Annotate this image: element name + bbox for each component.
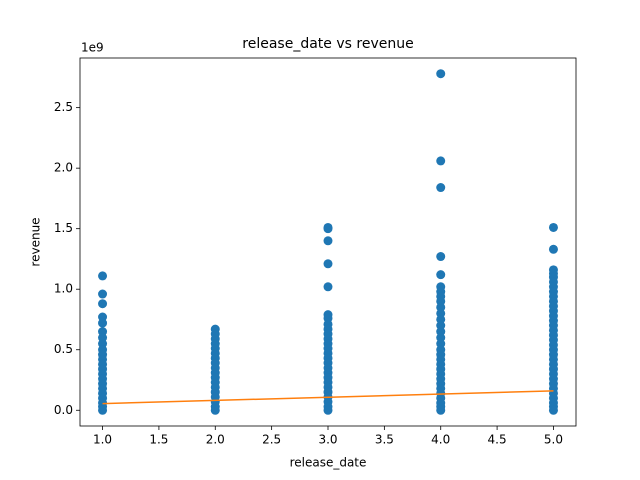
- plot-frame: [79, 57, 577, 427]
- scatter-point: [548, 222, 558, 232]
- x-tick-label: 5.0: [544, 433, 563, 447]
- scatter-point: [436, 405, 446, 415]
- y-tick-label: 1.0: [54, 282, 73, 296]
- scatter-point: [98, 289, 108, 299]
- x-axis-label: release_date: [290, 456, 367, 470]
- trend-line: [102, 390, 554, 405]
- scatter-point: [436, 270, 446, 280]
- scatter-point: [98, 299, 108, 309]
- scatter-point: [323, 259, 333, 269]
- y-offset-label: 1e9: [81, 41, 104, 55]
- scatter-point: [98, 405, 108, 415]
- y-tick-label: 1.5: [54, 221, 73, 235]
- y-tick-label: 2.0: [54, 161, 73, 175]
- scatter-point: [323, 236, 333, 246]
- x-tick-label: 3.0: [318, 433, 337, 447]
- scatter-point: [436, 69, 446, 79]
- y-tick-label: 2.5: [54, 100, 73, 114]
- scatter-point: [98, 318, 108, 328]
- x-tick-label: 1.5: [149, 433, 168, 447]
- x-tick-label: 3.5: [375, 433, 394, 447]
- x-tick-label: 2.5: [262, 433, 281, 447]
- scatter-point: [548, 405, 558, 415]
- chart-title: release_date vs revenue: [242, 36, 413, 52]
- x-tick-label: 4.0: [431, 433, 450, 447]
- scatter-point: [323, 282, 333, 292]
- scatter-point: [323, 224, 333, 234]
- scatter-point: [436, 183, 446, 193]
- x-tick-label: 2.0: [206, 433, 225, 447]
- y-tick-label: 0.0: [54, 403, 73, 417]
- scatter-point: [323, 405, 333, 415]
- scatter-point: [436, 156, 446, 166]
- y-axis-label: revenue: [29, 217, 43, 266]
- scatter-point: [548, 244, 558, 254]
- x-tick-label: 1.0: [93, 433, 112, 447]
- y-tick-label: 0.5: [54, 342, 73, 356]
- x-tick-label: 4.5: [488, 433, 507, 447]
- scatter-point: [210, 405, 220, 415]
- scatter-point: [436, 252, 446, 262]
- scatter-point: [98, 271, 108, 281]
